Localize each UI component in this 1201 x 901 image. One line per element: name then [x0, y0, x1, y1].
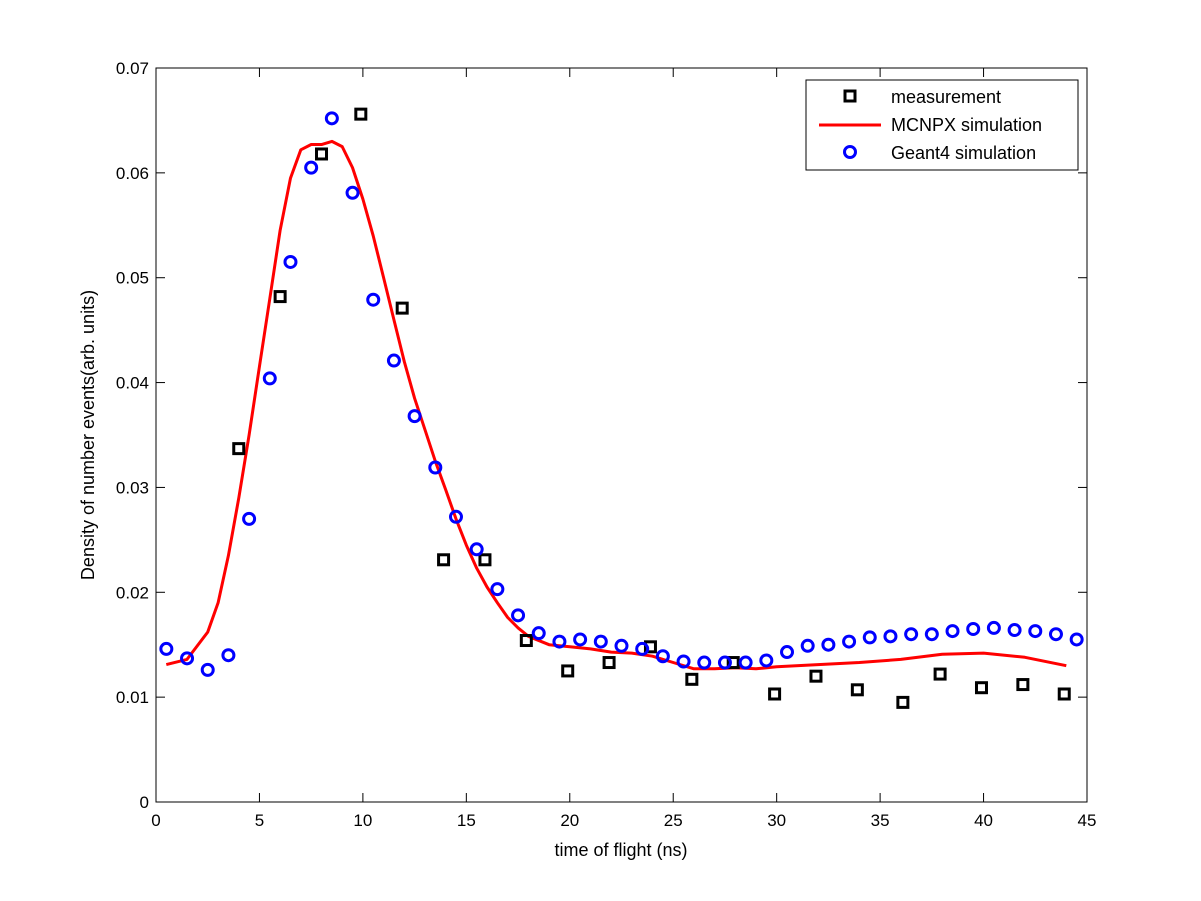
geant4-point	[883, 629, 898, 644]
measurement-point	[726, 656, 740, 670]
geant4-point	[531, 626, 546, 641]
geant4-point	[304, 160, 319, 175]
geant4-point	[1069, 632, 1084, 647]
geant4-point	[366, 292, 381, 307]
geant4-point	[283, 254, 298, 269]
geant4-point	[676, 654, 691, 669]
legend-label-mcnpx: MCNPX simulation	[891, 115, 1042, 135]
y-tick-label: 0.07	[116, 59, 149, 78]
geant4-point	[448, 509, 463, 524]
measurement-point	[1016, 678, 1030, 692]
measurement-point	[896, 695, 910, 709]
geant4-point	[469, 542, 484, 557]
geant4-point	[324, 111, 339, 126]
measurement-point	[519, 634, 533, 648]
measurement-point	[354, 107, 368, 121]
geant4-point	[200, 662, 215, 677]
x-tick-label: 20	[560, 811, 579, 830]
geant4-point	[180, 651, 195, 666]
geant4-point	[924, 627, 939, 642]
y-tick-label: 0.04	[116, 374, 149, 393]
y-tick-label: 0	[140, 793, 149, 812]
geant4-point	[159, 641, 174, 656]
x-tick-label: 25	[664, 811, 683, 830]
measurement-point	[315, 147, 329, 161]
legend-label-geant4: Geant4 simulation	[891, 143, 1036, 163]
x-tick-label: 0	[151, 811, 160, 830]
geant4-point	[738, 655, 753, 670]
plot-area	[155, 67, 1088, 803]
geant4-point	[1028, 624, 1043, 639]
y-tick-label: 0.01	[116, 688, 149, 707]
measurement-point	[395, 301, 409, 315]
geant4-point	[697, 655, 712, 670]
series-layer	[159, 107, 1084, 709]
geant4-point	[717, 655, 732, 670]
geant4-point	[490, 582, 505, 597]
measurement-point	[602, 656, 616, 670]
geant4-point	[945, 624, 960, 639]
geant4-point	[966, 621, 981, 636]
geant4-point	[242, 511, 257, 526]
measurement-point	[685, 672, 699, 686]
legend-marker-geant4	[843, 145, 857, 159]
axes-layer: 0 5 10 15 20 25 30 35 40 45 0 0.01 0.02 0.03 0.04 0.05 0…	[116, 59, 1097, 830]
geant4-point	[573, 632, 588, 647]
measurement-point	[1057, 687, 1071, 701]
legend-marker-measurement	[843, 89, 857, 103]
measurement-point	[768, 687, 782, 701]
geant4-point	[862, 630, 877, 645]
measurement-point	[437, 553, 451, 567]
y-tick-label: 0.02	[116, 583, 149, 602]
geant4-point	[1048, 627, 1063, 642]
measurement-point	[850, 683, 864, 697]
legend: measurement MCNPX simulation Geant4 simu…	[805, 79, 1079, 171]
x-tick-label: 45	[1078, 811, 1097, 830]
geant4-point	[262, 371, 277, 386]
geant4-point	[386, 353, 401, 368]
geant4-point	[593, 634, 608, 649]
measurement-point	[478, 553, 492, 567]
geant4-point	[221, 648, 236, 663]
geant4-point	[552, 634, 567, 649]
geant4-point	[635, 641, 650, 656]
x-tick-label: 15	[457, 811, 476, 830]
geant4-point	[428, 460, 443, 475]
geant4-point	[407, 409, 422, 424]
measurement-point	[561, 664, 575, 678]
geant4-point	[842, 634, 857, 649]
x-tick-label: 40	[974, 811, 993, 830]
geant4-point	[655, 649, 670, 664]
geant4-point	[759, 653, 774, 668]
y-tick-label: 0.03	[116, 478, 149, 497]
measurement-point	[809, 669, 823, 683]
geant4-point	[821, 637, 836, 652]
geant4-point	[1007, 623, 1022, 638]
geant4-point	[345, 185, 360, 200]
measurement-point	[232, 442, 246, 456]
measurement-point	[933, 667, 947, 681]
x-tick-label: 30	[767, 811, 786, 830]
measurement-point	[643, 640, 657, 654]
geant4-point	[614, 638, 629, 653]
y-tick-label: 0.05	[116, 269, 149, 288]
geant4-point	[986, 620, 1001, 635]
geant4-point	[904, 627, 919, 642]
y-tick-label: 0.06	[116, 164, 149, 183]
geant4-point	[511, 608, 526, 623]
x-tick-label: 10	[353, 811, 372, 830]
measurement-point	[273, 290, 287, 304]
x-tick-label: 5	[255, 811, 264, 830]
x-tick-label: 35	[871, 811, 890, 830]
legend-label-measurement: measurement	[891, 87, 1001, 107]
geant4-point	[780, 645, 795, 660]
y-axis-label: Density of number events(arb. units)	[78, 290, 98, 580]
measurement-point	[974, 681, 988, 695]
geant4-point	[800, 638, 815, 653]
x-axis-label: time of flight (ns)	[554, 840, 687, 860]
